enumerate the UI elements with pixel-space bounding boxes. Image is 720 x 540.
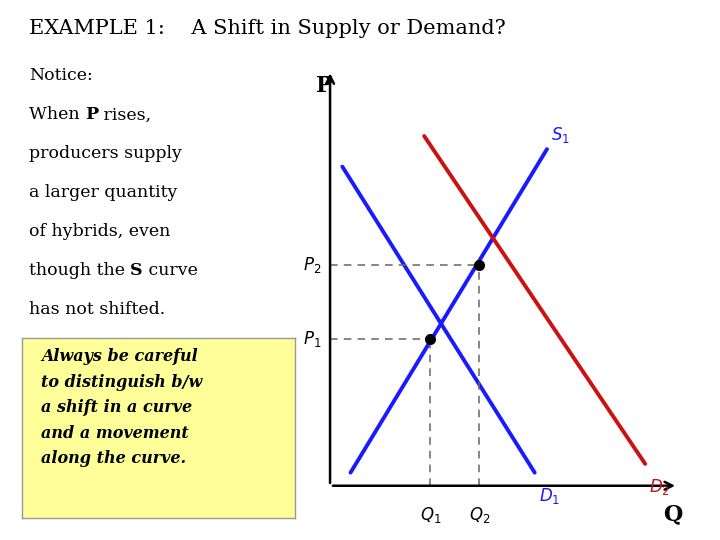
Text: Notice:: Notice: [29,68,93,84]
Text: EXAMPLE 1:    A Shift in Supply or Demand?: EXAMPLE 1: A Shift in Supply or Demand? [29,19,505,38]
Text: $Q_2$: $Q_2$ [469,505,490,525]
Text: $D_2$: $D_2$ [649,477,670,497]
Text: $S_1$: $S_1$ [551,125,570,145]
Text: P: P [85,106,98,123]
Text: of hybrids, even: of hybrids, even [29,223,170,240]
Text: though the: though the [29,262,130,279]
Text: a larger quantity: a larger quantity [29,184,177,201]
Text: curve: curve [143,262,198,279]
Text: P: P [315,75,332,97]
Text: S: S [130,262,143,279]
Text: $D_1$: $D_1$ [539,486,560,506]
Text: When: When [29,106,85,123]
Text: producers supply: producers supply [29,145,181,162]
Text: $P_1$: $P_1$ [302,329,321,349]
Text: $P_2$: $P_2$ [303,255,321,275]
Text: has not shifted.: has not shifted. [29,301,165,318]
Text: Always be careful
to distinguish b/w
a shift in a curve
and a movement
along the: Always be careful to distinguish b/w a s… [41,348,202,467]
Text: rises,: rises, [98,106,151,123]
Text: $Q_1$: $Q_1$ [420,505,441,525]
Text: Q: Q [662,503,682,525]
